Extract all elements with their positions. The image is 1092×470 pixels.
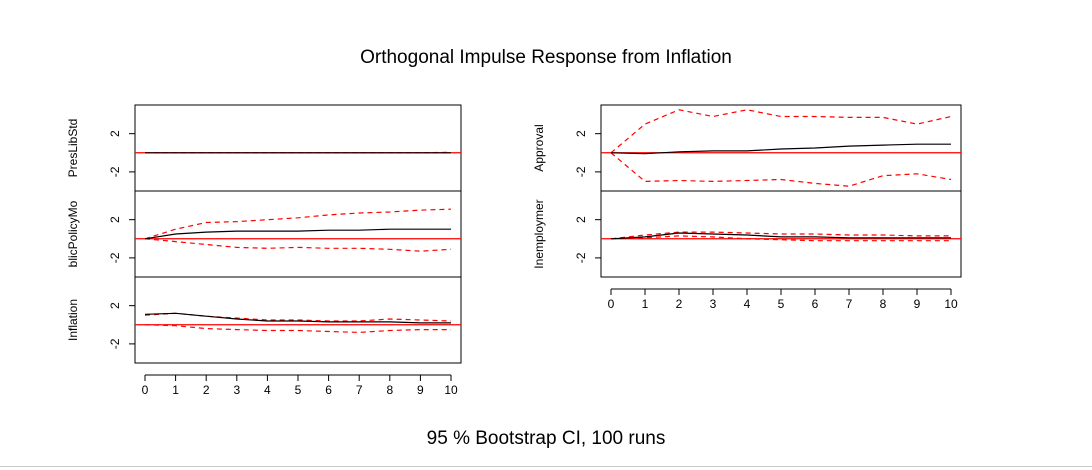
x-tick-label: 1 <box>642 297 649 311</box>
y-tick-label: -2 <box>574 166 588 177</box>
x-tick-label: 5 <box>295 383 302 397</box>
panel-unemployment: 2 -2 Inemploymer <box>532 190 962 278</box>
y-tick-label: -2 <box>108 338 122 349</box>
irf-line <box>610 143 951 155</box>
y-axis-label: Inflation <box>66 299 80 341</box>
x-tick-label: 2 <box>676 297 683 311</box>
y-tick-label: -2 <box>108 252 122 263</box>
irf-line <box>610 232 951 240</box>
y-axis-label: Approval <box>532 124 546 171</box>
chart-title: Orthogonal Impulse Response from Inflati… <box>360 47 732 68</box>
x-tick-label: 4 <box>264 383 271 397</box>
ci-upper-line <box>144 208 452 240</box>
panel-approval: 2 -2 Approval <box>532 104 962 192</box>
x-tick-label: 2 <box>203 383 210 397</box>
ci-upper-line <box>144 312 452 322</box>
x-tick-label: 4 <box>744 297 751 311</box>
ci-lower-line <box>610 152 952 187</box>
x-tick-label: 10 <box>944 297 958 311</box>
x-tick-label: 7 <box>356 383 363 397</box>
ci-lower-line <box>610 235 951 242</box>
y-tick-label: 2 <box>574 130 588 137</box>
panel-inflation: 2 -2 Inflation <box>66 276 462 364</box>
y-tick-label: 2 <box>574 216 588 223</box>
x-tick-label: 9 <box>914 297 921 311</box>
x-axis-1: 0 1 2 3 4 5 6 7 8 9 10 <box>142 374 458 397</box>
x-tick-label: 3 <box>233 383 240 397</box>
y-tick-label: 2 <box>108 216 122 223</box>
x-tick-label: 8 <box>386 383 393 397</box>
x-tick-label: 10 <box>444 383 458 397</box>
panel-frame <box>600 104 962 192</box>
x-tick-label: 0 <box>608 297 615 311</box>
ci-upper-line <box>610 231 951 240</box>
panel-frame <box>134 276 462 364</box>
y-axis-label: PresLibStd <box>66 119 80 178</box>
ci-lower-line <box>144 324 451 334</box>
x-tick-label: 3 <box>710 297 717 311</box>
x-tick-label: 6 <box>325 383 332 397</box>
x-tick-label: 8 <box>880 297 887 311</box>
panel-preslibstd: 2 -2 PresLibStd <box>66 104 462 192</box>
y-tick-label: 2 <box>108 130 122 137</box>
x-tick-label: 0 <box>142 383 149 397</box>
ci-lower-line <box>144 238 452 252</box>
ci-upper-line <box>610 109 952 154</box>
x-tick-label: 7 <box>846 297 853 311</box>
y-axis-label: Inemploymer <box>532 199 546 268</box>
panel-frame <box>600 190 962 278</box>
y-tick-label: -2 <box>574 252 588 263</box>
x-tick-label: 9 <box>417 383 424 397</box>
panel-frame <box>134 104 462 192</box>
x-tick-label: 5 <box>778 297 785 311</box>
x-axis-2: 0 1 2 3 4 5 6 7 8 9 10 <box>608 288 958 311</box>
y-tick-label: 2 <box>108 302 122 309</box>
irf-line <box>144 228 451 240</box>
x-tick-label: 6 <box>812 297 819 311</box>
chart-caption: 95 % Bootstrap CI, 100 runs <box>426 428 666 449</box>
x-tick-label: 1 <box>172 383 179 397</box>
bottom-divider <box>0 466 1092 467</box>
panel-publicpolicymood: 2 -2 blicPolicyMo <box>66 190 462 278</box>
irf-line <box>144 312 451 324</box>
y-axis-label: blicPolicyMo <box>66 200 80 267</box>
y-tick-label: -2 <box>108 166 122 177</box>
